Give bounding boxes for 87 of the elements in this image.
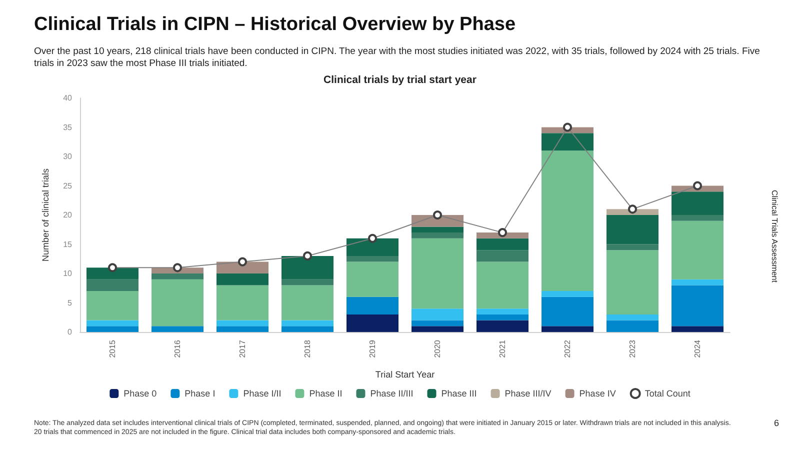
- bar: [476, 250, 528, 262]
- bar: [152, 279, 204, 326]
- bar: [606, 215, 658, 244]
- bar: [282, 320, 334, 326]
- bar: [542, 150, 594, 292]
- y-tick-label: 10: [63, 269, 73, 278]
- bar: [216, 285, 268, 320]
- bar: [86, 268, 138, 280]
- bar: [282, 285, 334, 320]
- bar: [476, 238, 528, 250]
- bar: [672, 326, 724, 332]
- text: 6: [774, 418, 780, 428]
- legend-label: Phase I: [184, 388, 216, 398]
- bar: [476, 308, 528, 314]
- bar: [216, 326, 268, 332]
- y-axis-title: Number of clinical trials: [40, 168, 50, 262]
- bar: [672, 215, 724, 221]
- bar: [412, 308, 464, 320]
- legend-label: Phase III/IV: [504, 388, 552, 398]
- legend-label: Phase II/III: [370, 388, 414, 398]
- y-tick-label: 5: [68, 298, 73, 308]
- bar: [606, 320, 658, 332]
- bar: [282, 326, 334, 332]
- y-tick-label: 25: [63, 181, 73, 190]
- legend-label: Phase III: [441, 388, 477, 398]
- x-tick-label: 2021: [498, 339, 507, 358]
- y-tick-label: 35: [63, 122, 73, 132]
- bar: [346, 256, 398, 262]
- legend-label: Phase II: [309, 388, 342, 398]
- bar: [216, 320, 268, 326]
- bar: [86, 320, 138, 326]
- bar: [476, 320, 528, 332]
- x-tick-label: 2017: [238, 339, 247, 358]
- bar: [476, 262, 528, 309]
- x-tick-label: 2022: [563, 339, 572, 358]
- bar: [346, 262, 398, 297]
- bar: [346, 314, 398, 332]
- bar: [476, 232, 528, 238]
- bar: [606, 250, 658, 314]
- y-tick-label: 20: [63, 210, 73, 220]
- bar: [86, 291, 138, 320]
- bar: [672, 279, 724, 286]
- x-tick-label: 2020: [433, 339, 442, 358]
- bar: [412, 238, 464, 309]
- x-axis-title: Trial Start Year: [375, 370, 435, 380]
- x-tick-label: 2016: [173, 339, 182, 358]
- chart-subtitle: Over the past 10 years, 218 clinical trials have been conducted in CIPN. The year with the most studies initiated was 2022, with 35 trials, followed by 2024 with 25 trials. Five trials in 2023 saw the most Phase III trials initiated.: [34, 46, 761, 70]
- x-tick-label: 2024: [693, 339, 702, 358]
- legend-label: Phase I/II: [243, 388, 282, 398]
- bar: [476, 314, 528, 320]
- legend-label: Phase 0: [124, 388, 157, 398]
- legend-label: Total Count: [644, 388, 691, 398]
- chart-title: Clinical Trials in CIPN – Historical Overview by Phase: [34, 14, 516, 36]
- bar: [542, 133, 594, 151]
- bar: [542, 326, 594, 332]
- bar: [86, 279, 138, 292]
- x-tick-label: 2018: [303, 339, 312, 358]
- y-tick-label: 0: [68, 328, 73, 336]
- bar: [672, 285, 724, 326]
- bar: [542, 291, 594, 297]
- x-tick-label: 2023: [628, 339, 637, 358]
- y-tick-label: 40: [63, 94, 73, 102]
- bar: [412, 320, 464, 326]
- bar: [606, 314, 658, 320]
- bar: [412, 232, 464, 238]
- legend-label: Phase IV: [579, 388, 616, 398]
- bar: [542, 296, 594, 326]
- bar: [412, 326, 464, 332]
- x-tick-label: 2019: [368, 339, 377, 358]
- bar: [672, 192, 724, 215]
- bar: [282, 256, 334, 280]
- text: Clinical Trials Assessment: [770, 190, 779, 282]
- bar: [672, 220, 724, 280]
- bar: [606, 244, 658, 250]
- bar: [86, 326, 138, 332]
- x-tick-label: 2015: [108, 339, 117, 358]
- y-tick-label: 15: [63, 240, 73, 249]
- bar: [216, 274, 268, 286]
- bar: [346, 238, 398, 256]
- bar: [216, 262, 268, 274]
- y-tick-label: 30: [63, 152, 73, 161]
- bar: [346, 296, 398, 314]
- bar: [152, 326, 204, 332]
- bar: [282, 279, 334, 286]
- bar: [412, 226, 464, 233]
- bar: [152, 274, 204, 280]
- text: Clinical trials by trial start year: [322, 74, 478, 86]
